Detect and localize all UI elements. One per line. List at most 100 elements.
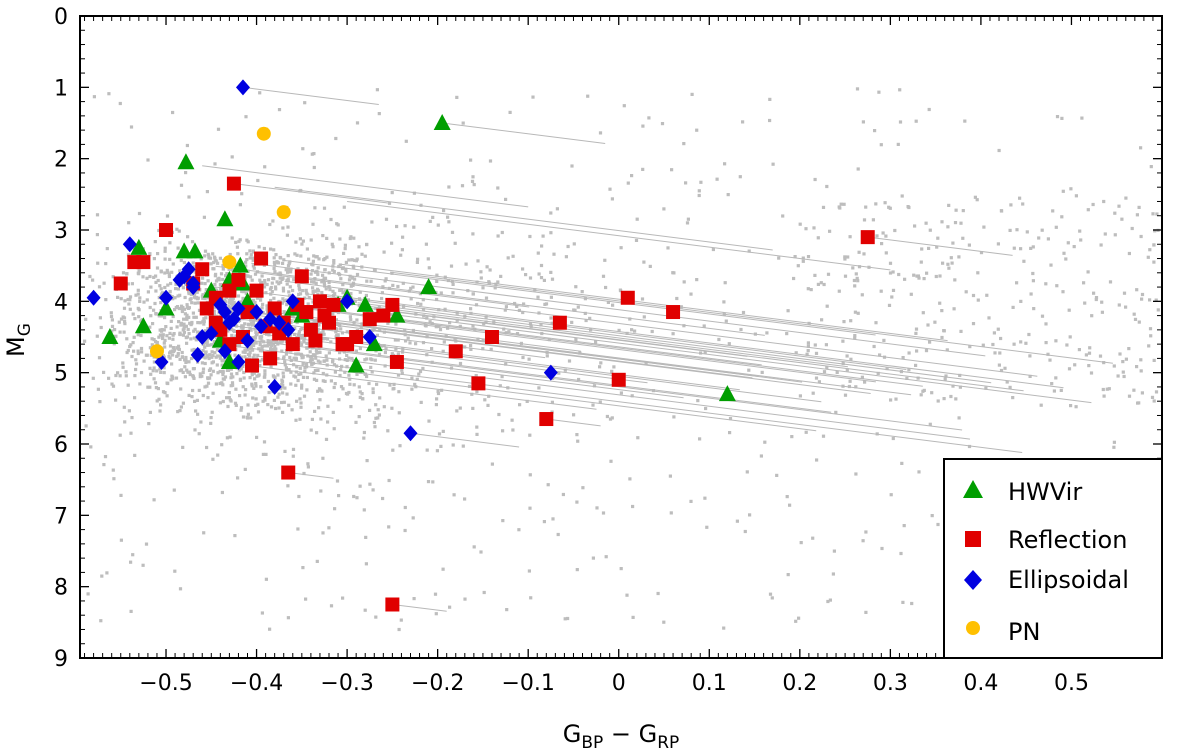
background-point (146, 158, 150, 162)
background-point (200, 294, 204, 298)
background-point (723, 162, 727, 166)
background-point (826, 272, 831, 276)
background-point (439, 444, 443, 448)
background-point (129, 560, 133, 564)
background-point (961, 209, 965, 213)
background-point (314, 356, 318, 360)
background-point (485, 265, 489, 269)
background-point (1054, 339, 1058, 343)
background-point (401, 235, 405, 239)
background-point (362, 430, 366, 435)
background-point (220, 443, 224, 447)
background-point (232, 300, 236, 304)
background-point (1139, 358, 1143, 362)
background-point (211, 391, 215, 395)
background-point (369, 365, 373, 369)
background-point (610, 197, 614, 201)
background-point (529, 596, 533, 600)
background-point (236, 252, 240, 256)
background-point (251, 264, 255, 268)
background-point (924, 349, 929, 353)
background-point (531, 95, 535, 99)
background-point (460, 184, 465, 188)
reflection-marker (113, 276, 128, 291)
background-point (334, 330, 338, 334)
background-point (180, 350, 184, 355)
background-point (317, 406, 321, 410)
background-point (358, 290, 362, 294)
background-point (914, 363, 918, 367)
background-point (1040, 314, 1045, 318)
background-point (943, 377, 947, 381)
background-point (313, 320, 317, 324)
background-point (282, 400, 286, 404)
background-point (882, 338, 886, 342)
background-point (453, 241, 457, 245)
background-point (246, 274, 250, 278)
background-point (288, 285, 292, 289)
background-point (570, 164, 574, 168)
background-point (194, 315, 198, 319)
background-point (226, 368, 231, 372)
background-point (488, 268, 492, 272)
background-point (1140, 297, 1144, 301)
background-point (123, 322, 127, 326)
x-tick-label: 0 (612, 671, 626, 696)
background-point (311, 290, 315, 295)
background-point (239, 300, 243, 304)
background-point (197, 432, 201, 436)
reflection-marker (552, 315, 567, 330)
background-point (260, 358, 264, 362)
background-point (206, 396, 210, 400)
background-point (218, 401, 222, 405)
background-point (930, 391, 934, 395)
background-point (125, 350, 129, 355)
background-point (268, 287, 273, 291)
background-point (393, 338, 397, 342)
background-point (404, 339, 408, 343)
background-point (1139, 146, 1143, 150)
background-point (338, 263, 342, 267)
background-point (249, 416, 253, 420)
background-point (365, 357, 369, 361)
background-point (233, 353, 237, 357)
background-point (817, 380, 821, 384)
background-point (1105, 387, 1109, 391)
background-point (301, 289, 305, 293)
background-point (968, 345, 972, 349)
background-point (196, 301, 200, 305)
background-point (790, 435, 794, 439)
background-point (233, 534, 237, 538)
background-point (566, 616, 570, 621)
background-point (136, 288, 140, 292)
background-point (476, 337, 480, 341)
background-point (395, 224, 399, 229)
background-point (203, 282, 207, 286)
background-point (163, 257, 167, 261)
background-point (238, 203, 242, 207)
background-point (262, 285, 267, 289)
background-point (309, 428, 313, 432)
background-point (1136, 401, 1140, 405)
background-point (214, 288, 219, 292)
background-point (910, 601, 914, 606)
background-point (642, 315, 646, 319)
background-point (177, 320, 181, 324)
reflection-marker (385, 297, 400, 312)
background-point (383, 279, 387, 283)
background-point (455, 95, 459, 99)
background-point (682, 280, 686, 284)
legend-reflection-square-icon (965, 531, 981, 547)
background-point (515, 332, 520, 336)
background-point (256, 353, 260, 357)
background-point (927, 246, 931, 250)
background-point (626, 181, 630, 185)
background-point (959, 329, 963, 333)
ellipsoidal-marker (181, 261, 196, 278)
background-point (154, 289, 158, 293)
background-point (1078, 229, 1082, 233)
background-point (281, 289, 286, 293)
background-point (159, 301, 163, 305)
background-point (208, 256, 213, 260)
